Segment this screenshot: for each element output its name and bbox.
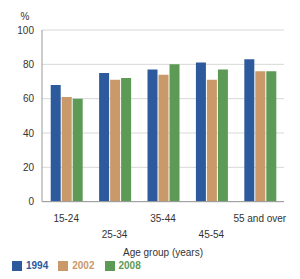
svg-text:25-34: 25-34: [102, 229, 128, 240]
svg-text:Age group (years): Age group (years): [123, 247, 203, 258]
svg-text:20: 20: [23, 162, 35, 173]
html-text:1994: 1994: [26, 259, 49, 271]
svg-text:%: %: [21, 11, 30, 22]
svg-text:55 and over: 55 and over: [233, 213, 286, 224]
svg-text:35-44: 35-44: [150, 213, 176, 224]
svg-text:15-24: 15-24: [53, 213, 79, 224]
html-text:2008: 2008: [118, 259, 141, 271]
svg-text:100: 100: [17, 25, 34, 36]
svg-text:80: 80: [23, 59, 35, 70]
svg-text:40: 40: [23, 128, 35, 139]
html-text:2002: 2002: [72, 259, 95, 271]
svg-text:45-54: 45-54: [199, 229, 225, 240]
svg-text:60: 60: [23, 93, 35, 104]
svg-text:0: 0: [28, 196, 34, 207]
